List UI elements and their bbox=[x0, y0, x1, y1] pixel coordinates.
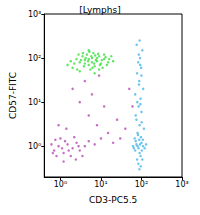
svg-text:10¹: 10¹ bbox=[94, 180, 107, 189]
svg-text:CD3-PC5.5: CD3-PC5.5 bbox=[89, 195, 137, 205]
svg-text:10³: 10³ bbox=[175, 180, 188, 189]
svg-text:10²: 10² bbox=[28, 54, 41, 63]
svg-text:10³: 10³ bbox=[28, 10, 41, 19]
svg-text:10⁰: 10⁰ bbox=[54, 180, 67, 189]
svg-text:CD57-FITC: CD57-FITC bbox=[8, 72, 18, 119]
svg-text:[Lymphs]: [Lymphs] bbox=[79, 5, 120, 15]
svg-text:10⁰: 10⁰ bbox=[28, 142, 41, 151]
svg-text:10²: 10² bbox=[135, 180, 148, 189]
svg-text:10¹: 10¹ bbox=[28, 98, 41, 107]
